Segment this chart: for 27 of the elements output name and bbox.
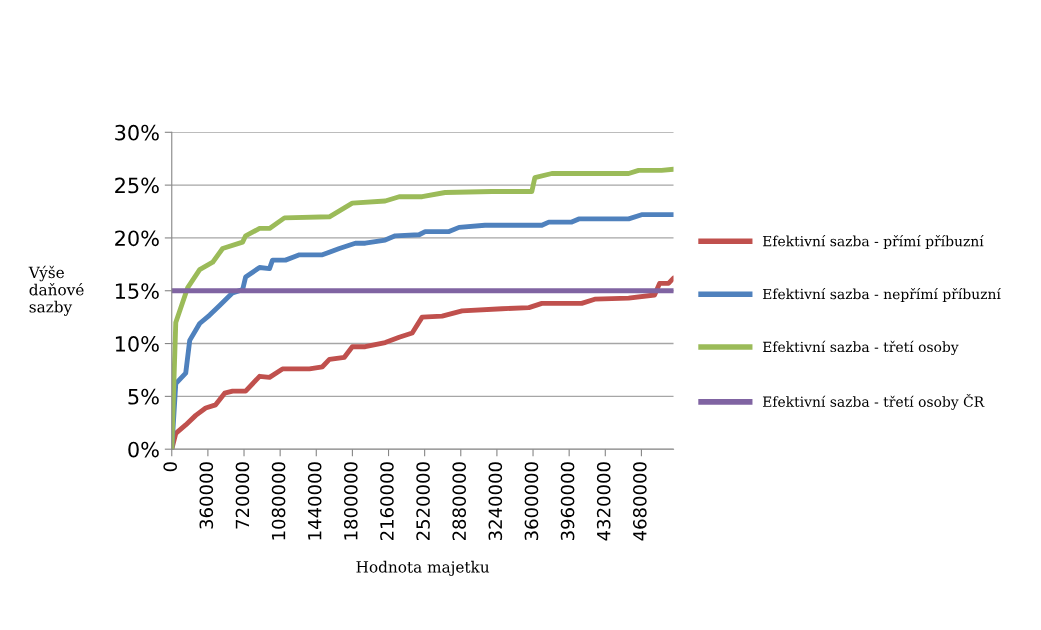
y-tick-label: 5%: [128, 388, 159, 405]
y-tick-label: 15%: [115, 283, 159, 299]
y-tick-label: 0%: [128, 441, 159, 458]
legend-label: Efektivní sazba - třetí osoby ČR: [762, 393, 985, 410]
legend-label: Efektivní sazba - třetí osoby: [762, 340, 959, 356]
x-tick-label: 360000: [199, 462, 214, 529]
legend-label: Efektivní sazba - přímí příbuzní: [762, 235, 984, 250]
x-axis-title: Hodnota majetku: [356, 560, 490, 576]
x-tick-label: 1800000: [343, 462, 358, 540]
x-tick-label: 1440000: [307, 462, 322, 540]
x-tick-label: 3960000: [560, 462, 575, 541]
x-tick-label: 0: [163, 462, 177, 472]
legend-label: Efektivní sazba - nepřímí příbuzní: [762, 287, 1001, 302]
x-tick-label: 2520000: [416, 462, 430, 541]
x-tick-label: 4320000: [596, 462, 611, 541]
y-tick-label: 30%: [115, 124, 159, 141]
x-tick-label: 2160000: [380, 462, 394, 541]
y-axis-title: Výše daňové sazby: [28, 265, 84, 316]
x-tick-label: 720000: [235, 462, 250, 529]
x-tick-label: 3600000: [524, 462, 539, 541]
x-tick-label: 4680000: [633, 462, 647, 541]
x-tick-label: 3240000: [488, 462, 503, 541]
x-tick-label: 2880000: [452, 462, 467, 541]
y-tick-label: 10%: [115, 336, 159, 352]
x-tick-label: 1080000: [271, 462, 286, 540]
y-tick-label: 25%: [115, 177, 159, 194]
y-tick-label: 20%: [115, 230, 159, 247]
